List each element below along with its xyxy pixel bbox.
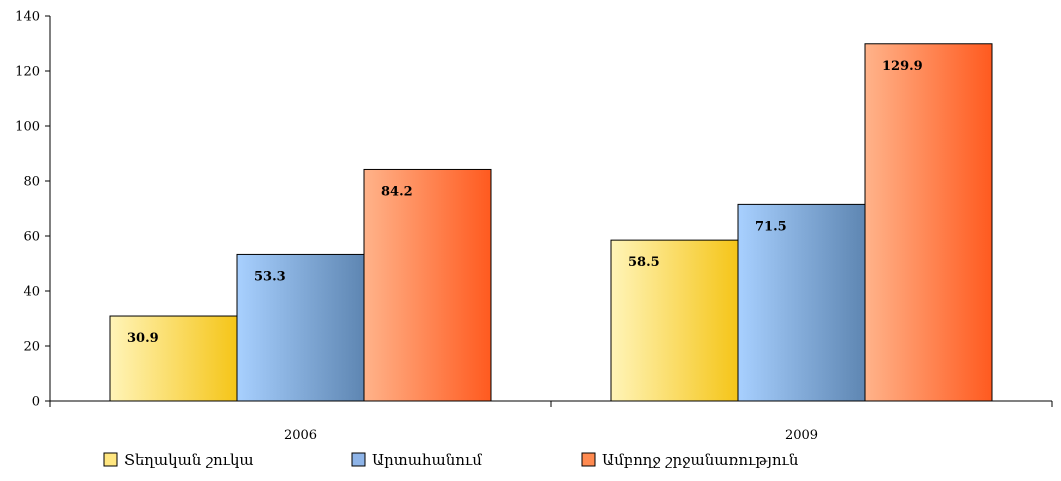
bar — [610, 239, 739, 402]
x-category-label: 2006 — [284, 428, 317, 443]
y-tick-label: 40 — [23, 285, 40, 300]
y-tick-label: 120 — [15, 65, 40, 80]
legend-swatch — [581, 452, 596, 467]
legend-label: Արտահանում — [372, 451, 482, 469]
bar — [363, 168, 492, 402]
y-tick-label: 80 — [23, 175, 40, 190]
bar — [864, 43, 993, 402]
data-labels: 30.9 53.3 84.2 58.5 71.5 129.9 — [127, 59, 923, 346]
y-tick-label: 140 — [15, 10, 40, 25]
y-tick-label: 100 — [15, 120, 40, 135]
bar — [236, 253, 365, 402]
bars — [109, 43, 993, 402]
legend-swatch — [103, 452, 118, 467]
legend-label: Տեղական շուկա — [124, 451, 254, 469]
data-label: 58.5 — [628, 255, 660, 270]
legend-swatch — [351, 452, 366, 467]
data-label: 30.9 — [127, 331, 159, 346]
y-tick-label: 60 — [23, 230, 40, 245]
x-category-label: 2009 — [785, 428, 818, 443]
data-label: 129.9 — [882, 59, 923, 74]
bar — [737, 203, 866, 402]
y-axis: 0 20 40 60 80 100 120 140 — [15, 10, 51, 410]
y-tick-label: 0 — [32, 395, 40, 410]
data-label: 84.2 — [381, 184, 413, 199]
bar — [109, 315, 238, 402]
legend-label: Ամբողջ շրջանառություն — [602, 451, 799, 469]
legend: Տեղական շուկա Արտահանում Ամբողջ շրջանառութ… — [103, 451, 799, 469]
y-tick-label: 20 — [23, 340, 40, 355]
data-label: 53.3 — [254, 269, 286, 284]
data-label: 71.5 — [755, 219, 787, 234]
x-axis: 2006 2009 — [49, 400, 1053, 443]
